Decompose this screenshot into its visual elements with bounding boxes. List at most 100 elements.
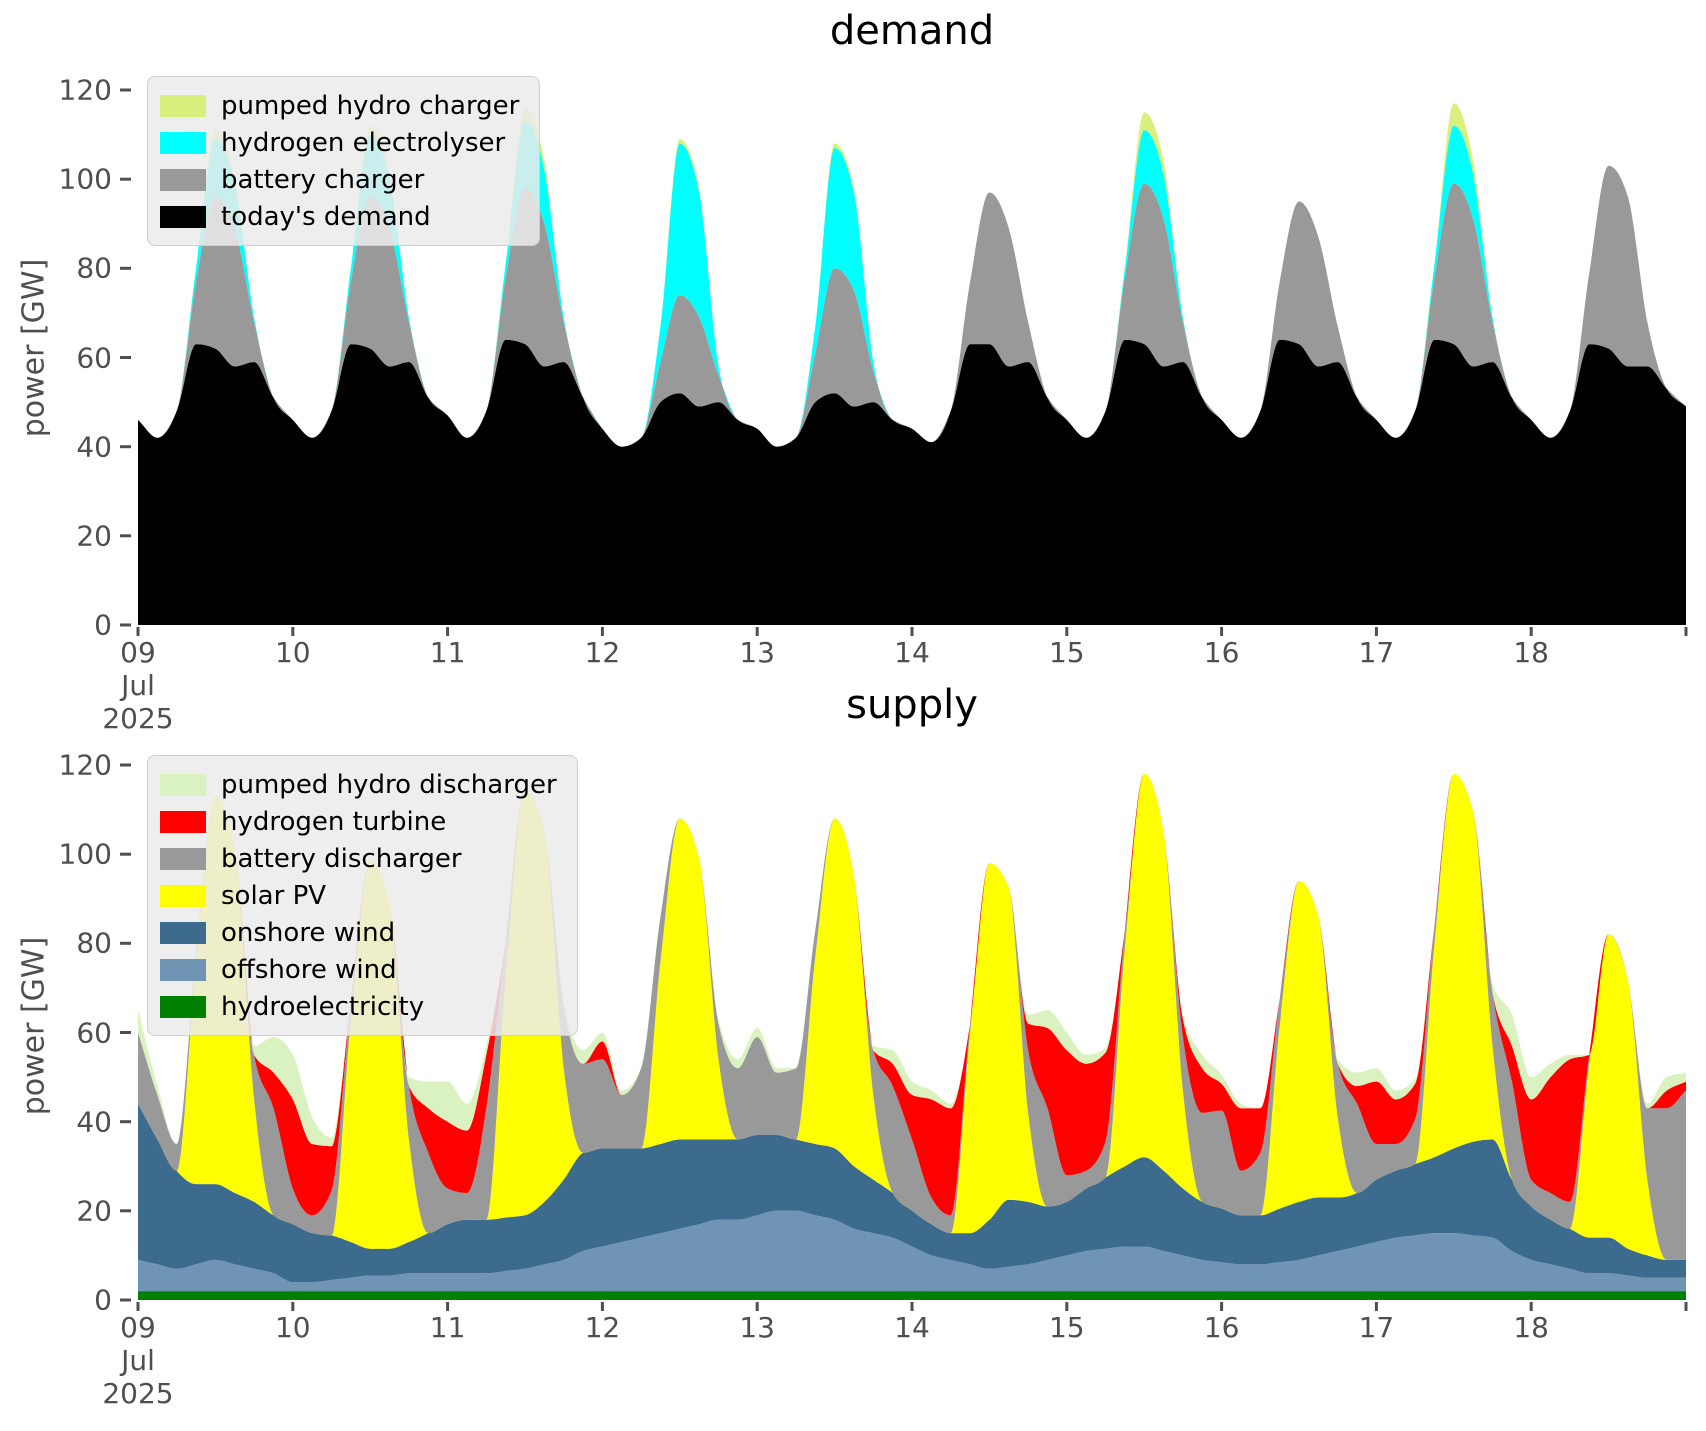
legend-swatch-hydrogen-electrolyser (160, 131, 206, 154)
x-tick-label-line: 16 (1203, 1311, 1240, 1344)
legend-label: offshore wind (221, 954, 397, 985)
legend-item-pumped-hydro-charger: pumped hydro charger (160, 87, 519, 124)
x-tick-label: 18 (1513, 636, 1549, 669)
y-tick-label: 80 (76, 926, 112, 960)
area-battery-discharger (138, 773, 1686, 1260)
legend-item-hydrogen-electrolyser: hydrogen electrolyser (160, 124, 519, 161)
x-tick-label: 12 (585, 636, 621, 669)
demand-y-axis-label: power [GW] (16, 258, 52, 438)
area-hydroelectricity (138, 1291, 1686, 1300)
legend-item-battery-charger: battery charger (160, 161, 519, 198)
x-tick-label-line: Jul (121, 1344, 155, 1377)
x-tick-label-line: 14 (894, 636, 930, 669)
x-tick-label-line: 17 (1358, 1311, 1395, 1344)
supply-legend: pumped hydro discharger hydrogen turbine b… (147, 755, 578, 1036)
legend-item-hydroelectricity: hydroelectricity (160, 988, 557, 1025)
x-tick-label: 17 (1359, 1311, 1395, 1344)
x-tick-label-line: 18 (1513, 636, 1550, 669)
area-today-s-demand (138, 339, 1686, 625)
x-tick-label-line: 2025 (102, 1377, 174, 1410)
legend-swatch-today-s-demand (160, 205, 206, 228)
y-tick-label: 60 (76, 341, 112, 374)
legend-label: onshore wind (221, 917, 396, 948)
x-tick-label-line: 10 (274, 636, 311, 669)
x-tick-label-line: Jul (121, 669, 155, 702)
x-tick-label: 13 (739, 636, 775, 669)
x-tick-label: 12 (585, 1311, 621, 1344)
x-tick-label-line: 12 (584, 1311, 621, 1344)
x-tick-label-line: 09 (120, 1311, 156, 1344)
x-tick-label-line: 09 (120, 636, 156, 669)
x-tick-label-line: 14 (894, 1311, 930, 1344)
area-offshore-wind (138, 1210, 1686, 1292)
legend-label: today's demand (221, 201, 431, 232)
x-tick-label: 16 (1204, 1311, 1240, 1344)
y-tick-label: 20 (76, 1194, 112, 1228)
x-tick-label-line: 12 (584, 636, 621, 669)
legend-swatch-pumped-hydro-discharger (160, 773, 206, 796)
y-tick-label: 60 (76, 1016, 112, 1049)
x-tick-label-line: 11 (429, 1311, 466, 1344)
legend-item-solar-pv: solar PV (160, 877, 557, 914)
legend-swatch-battery-charger (160, 168, 206, 191)
x-tick-label: 14 (894, 1311, 930, 1344)
x-tick-label: 11 (430, 1311, 466, 1344)
y-tick-label: 100 (58, 837, 112, 871)
legend-swatch-pumped-hydro-charger (160, 94, 206, 117)
x-tick-label-line: 11 (429, 636, 466, 669)
legend-swatch-hydroelectricity (160, 995, 206, 1018)
x-tick-label: 16 (1204, 636, 1240, 669)
x-tick-label: 15 (1049, 1311, 1085, 1344)
y-tick-label: 100 (58, 162, 112, 196)
legend-label: solar PV (221, 880, 327, 911)
x-tick-label-line: 18 (1513, 1311, 1550, 1344)
legend-label: hydrogen electrolyser (221, 127, 506, 158)
legend-item-today-s-demand: today's demand (160, 198, 519, 235)
x-tick-label: 14 (894, 636, 930, 669)
x-tick-label-line: 15 (1048, 1311, 1085, 1344)
legend-label: battery charger (221, 164, 425, 195)
y-tick-label: 0 (94, 608, 112, 642)
legend-item-pumped-hydro-discharger: pumped hydro discharger (160, 766, 557, 803)
demand-legend: pumped hydro charger hydrogen electrolyse… (147, 76, 541, 246)
supply-y-axis-label: power [GW] (16, 936, 52, 1116)
y-tick-label: 40 (76, 1105, 112, 1139)
legend-swatch-onshore-wind (160, 921, 206, 944)
demand-chart-title: demand (829, 8, 995, 54)
x-tick-label-line: 13 (739, 636, 776, 669)
y-tick-label: 40 (76, 430, 112, 464)
legend-label: pumped hydro discharger (221, 769, 557, 800)
y-tick-label: 120 (58, 73, 112, 107)
legend-label: hydrogen turbine (221, 806, 447, 837)
legend-swatch-offshore-wind (160, 958, 206, 981)
supply-chart-title: supply (846, 682, 978, 728)
x-tick-label: 09 Jul 2025 (102, 1311, 173, 1410)
x-tick-label: 17 (1359, 636, 1395, 669)
y-tick-label: 80 (76, 251, 112, 285)
legend-item-onshore-wind: onshore wind (160, 914, 557, 951)
legend-item-battery-discharger: battery discharger (160, 840, 557, 877)
x-tick-label: 09 Jul 2025 (102, 636, 173, 735)
area-onshore-wind (138, 1103, 1686, 1283)
y-tick-label: 0 (94, 1283, 112, 1317)
y-tick-label: 20 (76, 519, 112, 553)
x-tick-label-line: 10 (274, 1311, 311, 1344)
x-tick-label-line: 13 (739, 1311, 776, 1344)
legend-label: pumped hydro charger (221, 90, 520, 121)
x-tick-label: 10 (275, 636, 311, 669)
x-tick-label-line: 2025 (102, 702, 174, 735)
area-hydrogen-turbine (138, 773, 1686, 1216)
x-tick-label: 11 (430, 636, 466, 669)
x-tick-label: 15 (1049, 636, 1085, 669)
x-tick-label: 18 (1513, 1311, 1549, 1344)
legend-label: hydroelectricity (221, 991, 425, 1022)
y-tick-label: 120 (58, 748, 112, 782)
x-tick-label-line: 17 (1358, 636, 1395, 669)
legend-label: battery discharger (221, 843, 462, 874)
x-tick-label-line: 15 (1048, 636, 1085, 669)
x-tick-label-line: 16 (1203, 636, 1240, 669)
legend-swatch-hydrogen-turbine (160, 810, 206, 833)
legend-item-hydrogen-turbine: hydrogen turbine (160, 803, 557, 840)
